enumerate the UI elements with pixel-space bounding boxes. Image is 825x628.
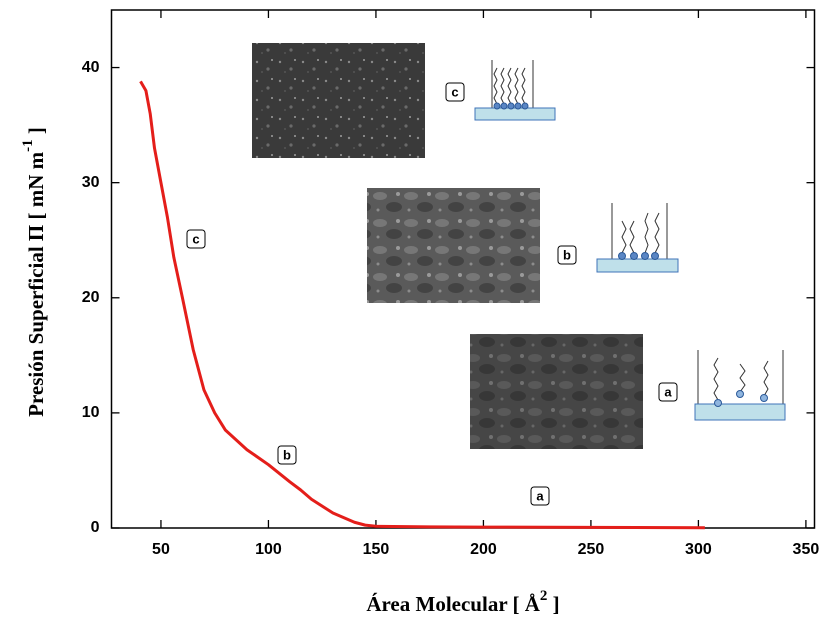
y-tick-label: 10 — [82, 404, 100, 421]
curve — [139, 80, 705, 530]
x-tick-label: 150 — [363, 541, 390, 558]
inset-label-box — [557, 245, 577, 265]
x-axis-title-end: ] — [547, 592, 559, 616]
x-axis-title: Área Molecular [ Å2 ] — [366, 588, 559, 615]
inset-image — [252, 43, 425, 158]
y-axis-title-end: ] — [24, 127, 48, 139]
x-axis-title-sup: 2 — [540, 588, 548, 604]
schematic — [474, 60, 556, 121]
x-tick-label: 350 — [793, 541, 820, 558]
y-tick-label: 40 — [82, 59, 100, 76]
annotation: c — [192, 231, 199, 246]
annotation-box — [530, 486, 550, 506]
inset-label: a — [664, 384, 672, 399]
x-tick-label: 50 — [152, 541, 170, 558]
y-axis-title-text: Presión Superficial Π [ mN m — [24, 151, 48, 417]
annotation: b — [283, 447, 291, 462]
y-tick-label: 30 — [82, 174, 100, 191]
schematic — [596, 203, 679, 273]
inset-image-shade — [470, 334, 643, 449]
y-tick-label: 0 — [91, 519, 100, 536]
x-tick-label: 300 — [685, 541, 712, 558]
inset-label-box — [445, 82, 465, 102]
y-axis-title: Presión Superficial Π [ mN m-1 ] — [20, 127, 47, 417]
y-axis-title-sup: -1 — [20, 139, 36, 152]
inset-label-box — [658, 382, 678, 402]
annotation: a — [536, 488, 544, 503]
annotation-box — [186, 229, 206, 249]
inset-label: b — [563, 247, 571, 262]
inset-image — [470, 334, 643, 449]
inset-label: c — [451, 84, 458, 99]
y-tick-label: 20 — [82, 289, 100, 306]
x-tick-label: 100 — [255, 541, 282, 558]
x-tick-label: 200 — [470, 541, 497, 558]
inset-image — [367, 188, 540, 303]
inset-images — [252, 43, 643, 449]
annotation-box — [277, 445, 297, 465]
x-axis-title-text: Área Molecular [ Å — [366, 592, 540, 616]
x-tick-label: 250 — [578, 541, 605, 558]
schematic — [694, 350, 786, 421]
